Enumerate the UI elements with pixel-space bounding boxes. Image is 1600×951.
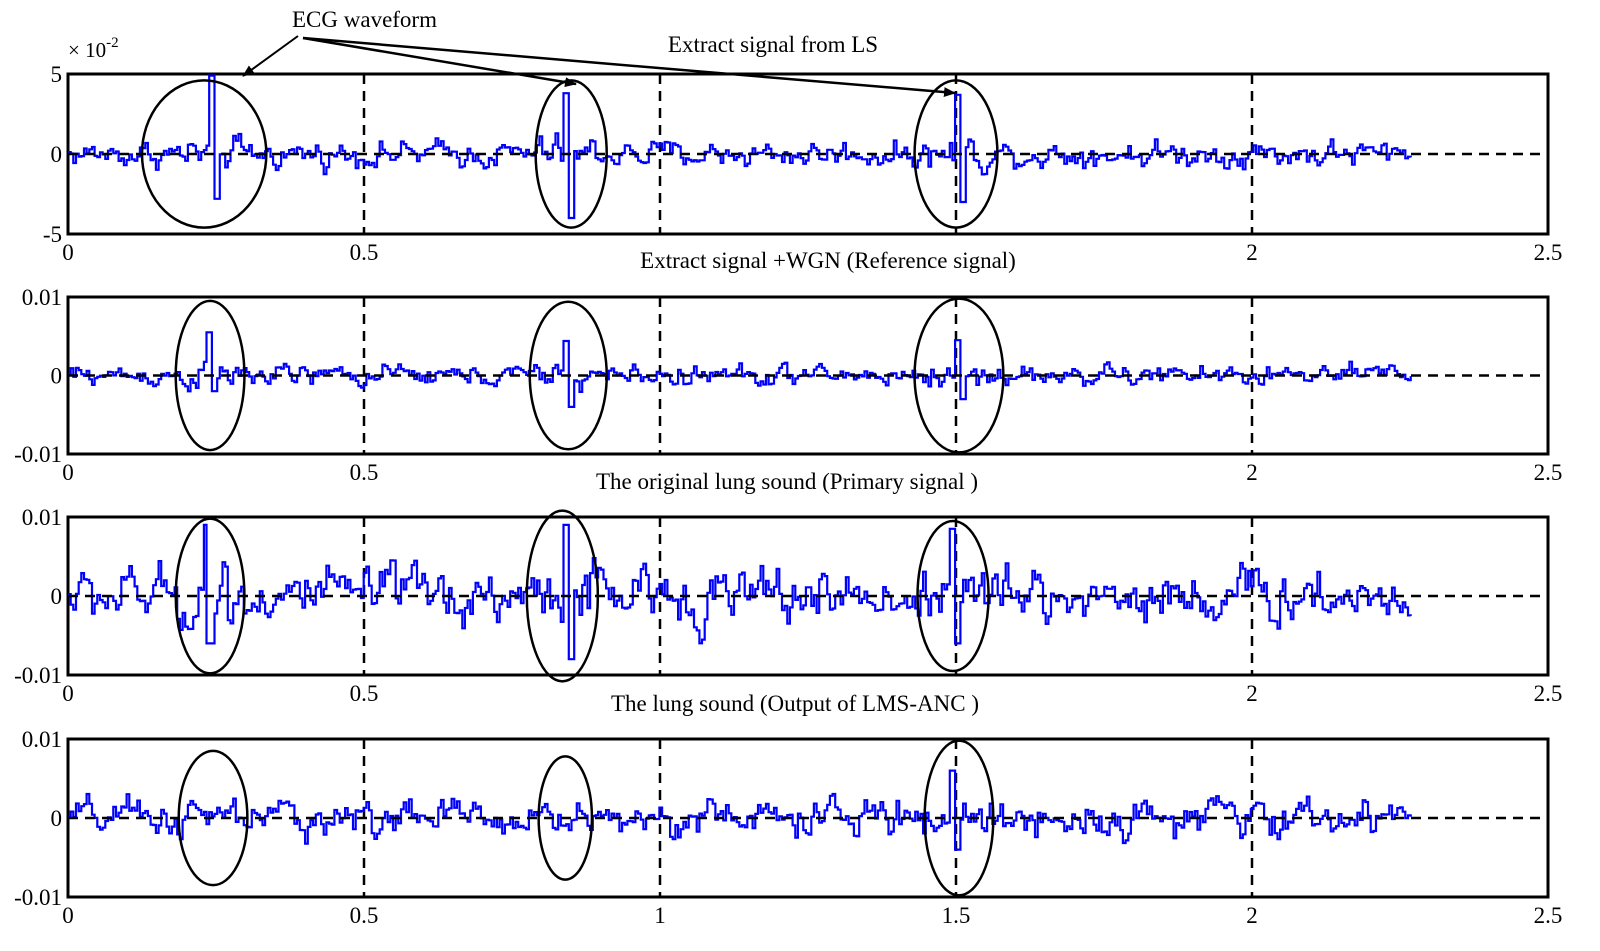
highlight-ellipse <box>140 79 268 229</box>
y-tick-label: 5 <box>51 62 63 87</box>
x-tick-label: 2.5 <box>1534 903 1563 928</box>
x-tick-label: 1.5 <box>942 903 971 928</box>
panel-title: Extract signal from LS <box>668 32 878 57</box>
highlight-ellipse <box>174 299 246 452</box>
highlight-ellipse <box>528 300 608 451</box>
plot-area: 0 0.5 2 2.50.010-0.01 <box>14 285 1562 485</box>
panel-primary-signal: The original lung sound (Primary signal … <box>14 469 1562 706</box>
highlight-ellipse <box>174 517 246 675</box>
x-tick-label: 0 <box>62 681 74 706</box>
x-tick-label: 2.5 <box>1534 681 1563 706</box>
plot-area: 0 0.5 1 1.5 2 2.50.010-0.01 <box>14 727 1562 928</box>
panel-title: The lung sound (Output of LMS-ANC ) <box>611 691 979 716</box>
y-tick-label: -5 <box>43 222 62 247</box>
panel-lms-anc-output: The lung sound (Output of LMS-ANC ) 0 0.5… <box>14 691 1562 928</box>
x-tick-label: 2 <box>1246 903 1258 928</box>
annotation-arrow <box>302 36 956 98</box>
y-tick-label: -0.01 <box>14 885 62 910</box>
highlight-ellipse <box>923 739 995 897</box>
x-tick-label: 2 <box>1246 460 1258 485</box>
panel-title: The original lung sound (Primary signal … <box>596 469 978 494</box>
highlight-ellipse <box>916 519 990 673</box>
panel-reference-signal: Extract signal +WGN (Reference signal) 0… <box>14 248 1562 485</box>
ecg-annotation: ECG waveform <box>242 7 956 98</box>
signal-line <box>68 331 1412 408</box>
highlight-ellipse <box>177 749 249 887</box>
panel-title: Extract signal +WGN (Reference signal) <box>640 248 1016 273</box>
panel-extract-signal: Extract signal from LS × 10-2 0 0.5 2 2.5 5 0… <box>43 32 1563 265</box>
y-tick-label: 0 <box>51 142 63 167</box>
annotation-arrow <box>302 36 577 88</box>
x-tick-label: 0.5 <box>350 460 379 485</box>
x-tick-label: 2.5 <box>1534 240 1563 265</box>
x-tick-label: 0.5 <box>350 903 379 928</box>
y-tick-label: 0 <box>51 584 63 609</box>
x-tick-label: 1 <box>654 903 666 928</box>
x-tick-label: 0 <box>62 240 74 265</box>
y-tick-label: 0 <box>51 806 63 831</box>
y-tick-label: 0 <box>51 364 63 389</box>
y-tick-label: 0.01 <box>22 285 62 310</box>
y-tick-label: -0.01 <box>14 663 62 688</box>
y-tick-label: 0.01 <box>22 505 62 530</box>
highlight-ellipse <box>537 755 594 881</box>
y-tick-label: -0.01 <box>14 442 62 467</box>
highlight-ellipse <box>913 79 999 229</box>
x-tick-label: 0.5 <box>350 681 379 706</box>
highlight-ellipse <box>525 509 600 683</box>
x-tick-label: 0.5 <box>350 240 379 265</box>
x-tick-label: 0 <box>62 903 74 928</box>
signal-line <box>68 523 1412 661</box>
y-tick-label: 0.01 <box>22 727 62 752</box>
signal-line <box>68 769 1412 851</box>
highlight-ellipse <box>913 297 1005 454</box>
x-tick-label: 2.5 <box>1534 460 1563 485</box>
plot-area: 0 0.5 2 2.50.010-0.01 <box>14 505 1562 706</box>
signal-line <box>68 74 1412 220</box>
ecg-waveform-label: ECG waveform <box>292 7 437 32</box>
x-tick-label: 2 <box>1246 681 1258 706</box>
annotation-arrow <box>242 35 299 77</box>
scale-multiplier-label: × 10-2 <box>68 35 119 62</box>
x-tick-label: 0 <box>62 460 74 485</box>
x-tick-label: 2 <box>1246 240 1258 265</box>
plot-area: 0 0.5 2 2.550-5 <box>43 62 1563 265</box>
